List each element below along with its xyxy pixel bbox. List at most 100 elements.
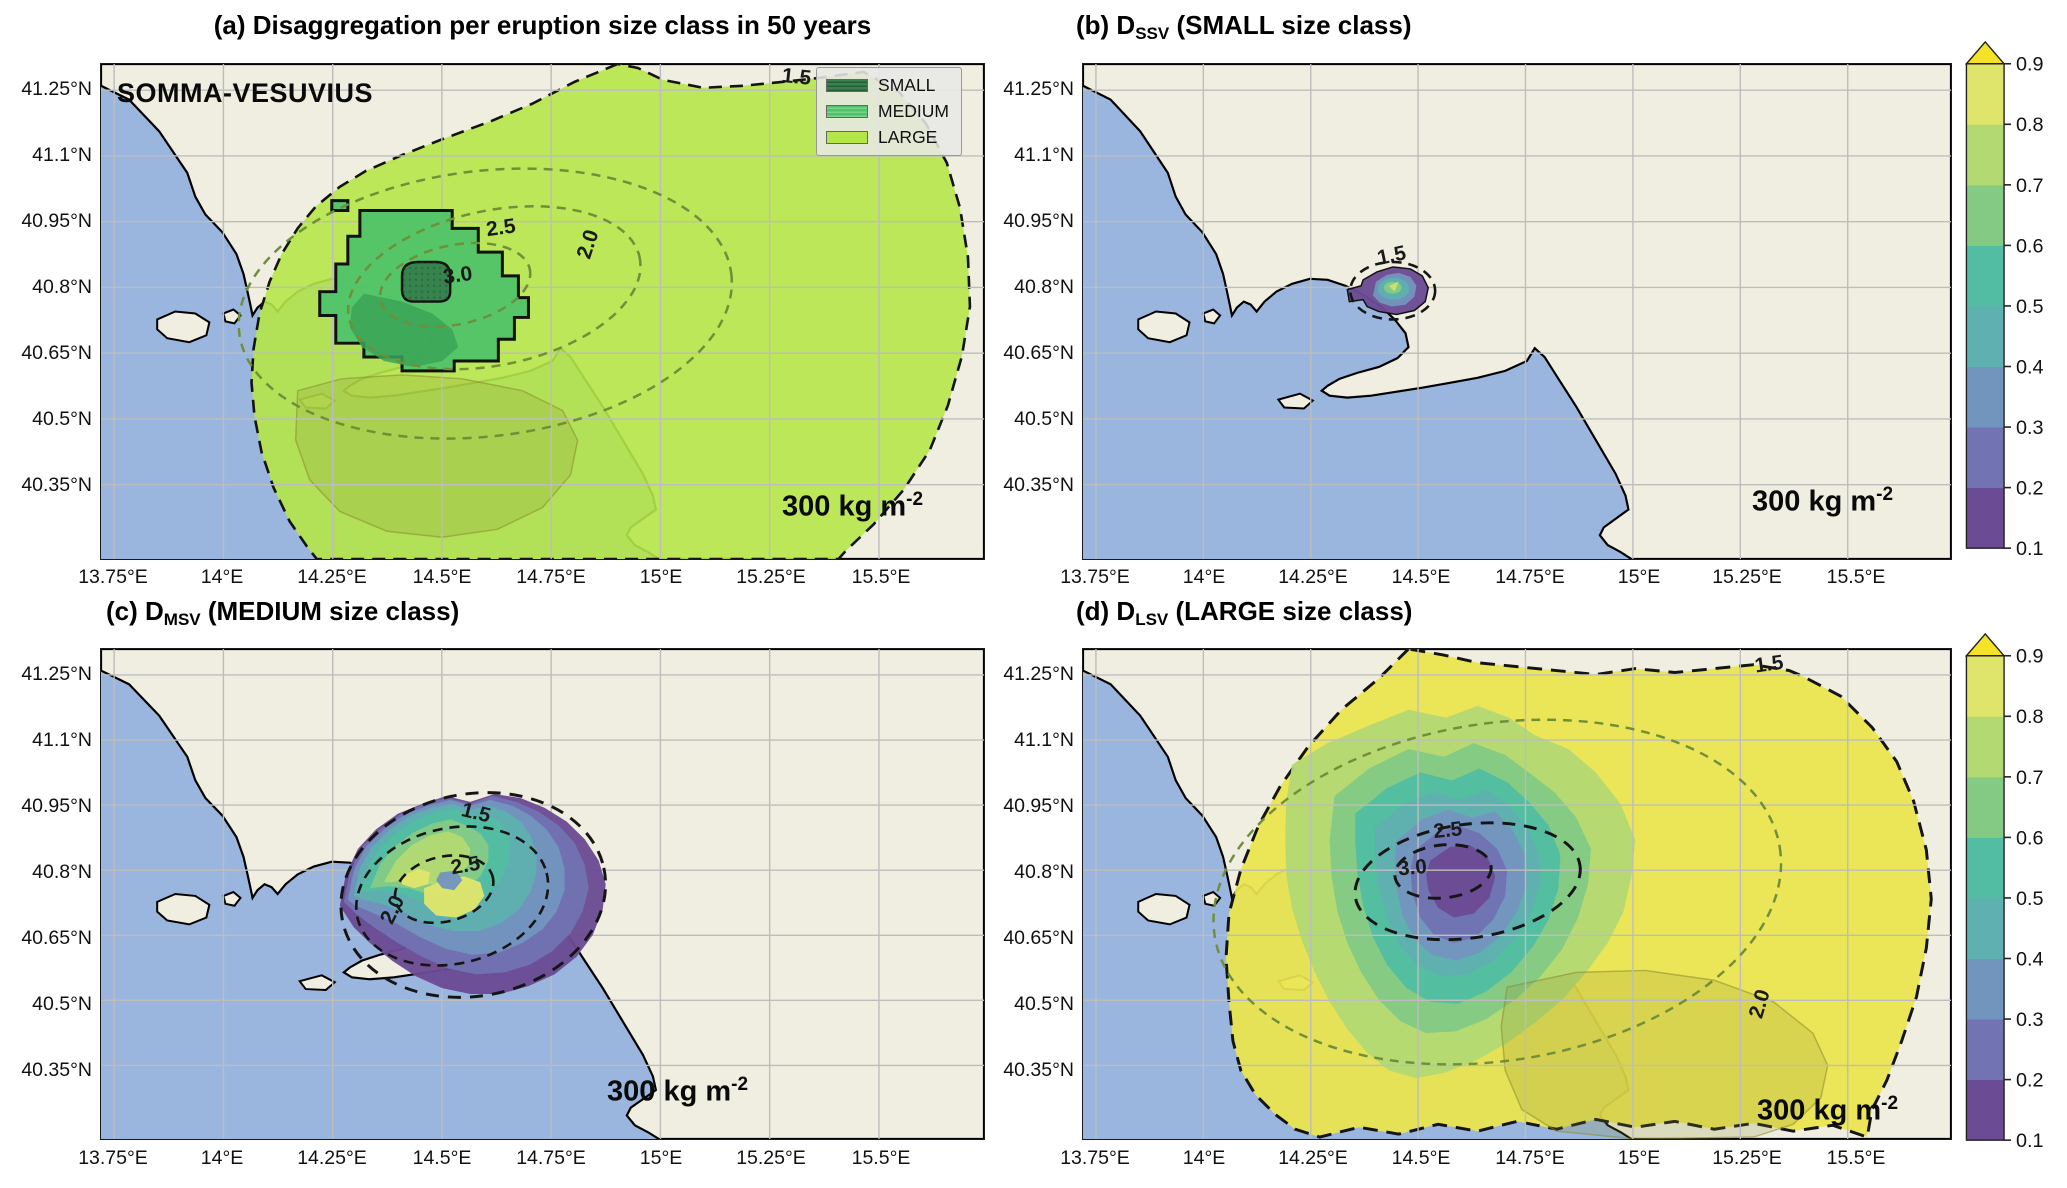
colorbar-extend-arrow — [1964, 632, 2006, 657]
y-tick-label: 40.35°N — [21, 1059, 92, 1081]
panel-b-title-sub: SSV — [1135, 24, 1170, 43]
legend-label-small: SMALL — [878, 75, 936, 95]
x-tick-label: 14.5°E — [412, 566, 472, 588]
x-tick-label: 14.75°E — [1495, 1147, 1565, 1169]
colorbar-band — [1966, 487, 2005, 549]
colorbar-band — [1966, 837, 2005, 899]
panel-b-title-post: (SMALL size class) — [1169, 10, 1412, 40]
x-tick-label: 14.25°E — [297, 566, 367, 588]
contour-3p0-a — [378, 241, 532, 328]
contour-2p0-c — [354, 825, 550, 967]
colorbar-tick-label: 0.8 — [2016, 114, 2044, 136]
y-tick-label: 40.5°N — [32, 993, 92, 1015]
medium-class-dark-subregion — [349, 293, 459, 367]
colorbar-band — [1966, 897, 2005, 959]
x-tick-label: 15°E — [1617, 1147, 1661, 1169]
x-tick-label: 13.75°E — [1060, 1147, 1130, 1169]
colorbar-top: 0.1 0.2 0.3 0.4 0.5 0.6 0.7 0.8 0.9 — [1964, 40, 2044, 560]
colorbar-band — [1966, 958, 2005, 1020]
y-tick-label: 40.65°N — [1003, 927, 1074, 949]
x-tick-label: 15°E — [1617, 566, 1661, 588]
x-tick-label: 15.25°E — [1712, 1147, 1782, 1169]
colorbar-tick-label: 0.4 — [2016, 356, 2044, 378]
x-tick-label: 15.25°E — [736, 566, 806, 588]
y-tick-label: 40.5°N — [1014, 408, 1074, 430]
map-a-svg: 1.5 2.0 2.5 3.0 — [101, 64, 984, 559]
colorbar-tick-label: 0.1 — [2016, 538, 2044, 560]
panel-b-title-text: (b) D — [1076, 10, 1136, 40]
dssv-blob-peak — [1388, 281, 1399, 292]
contour-1p5-c — [339, 791, 608, 999]
map-d-svg: 1.5 2.0 2.5 3.0 — [1083, 649, 1951, 1139]
colorbar-tick-label: 0.8 — [2016, 706, 2044, 728]
panel-d-title: (d) DLSV (LARGE size class) — [1076, 596, 1412, 630]
x-tick-label: 13.75°E — [78, 1147, 148, 1169]
y-tick-label: 40.35°N — [21, 474, 92, 496]
colorbar-band — [1966, 63, 2005, 125]
panel-d-map: 1.5 2.0 2.5 3.0 — [1082, 648, 1952, 1140]
legend-row-large: LARGE — [826, 127, 949, 148]
y-tick-label: 40.65°N — [1003, 342, 1074, 364]
x-tick-label: 14.75°E — [516, 566, 586, 588]
x-tick-label: 14.75°E — [1495, 566, 1565, 588]
medium-class-outlier — [330, 199, 350, 213]
map-c-svg: 1.5 2.5 2.0 — [101, 649, 984, 1139]
legend-swatch-small — [826, 79, 869, 92]
x-tick-label: 15.5°E — [851, 566, 911, 588]
y-tick-label: 40.35°N — [1003, 474, 1074, 496]
colorbar-band — [1966, 776, 2005, 838]
panel-c-title-text: (c) D — [106, 596, 164, 626]
y-tick-label: 40.95°N — [21, 210, 92, 232]
colorbar-extend-arrow — [1964, 40, 2006, 65]
colorbar-tick-label: 0.6 — [2016, 235, 2044, 257]
x-tick-label: 14°E — [1182, 566, 1226, 588]
legend-swatch-medium — [826, 105, 869, 118]
contour-label-3p0-d: 3.0 — [1397, 855, 1428, 880]
legend-row-small: SMALL — [826, 75, 949, 96]
colorbar-band — [1966, 124, 2005, 186]
colorbar-band — [1966, 366, 2005, 428]
colorbar-band — [1966, 1019, 2005, 1081]
contour-label-1p5-d: 1.5 — [1753, 651, 1785, 678]
y-tick-label: 41.1°N — [1014, 729, 1074, 751]
panel-b-map: 1.5 — [1082, 63, 1952, 560]
panel-b-title: (b) DSSV (SMALL size class) — [1076, 10, 1412, 44]
panel-c-title-post: (MEDIUM size class) — [200, 596, 460, 626]
colorbar-tick-label: 0.2 — [2016, 1070, 2044, 1092]
colorbar-band — [1966, 655, 2005, 717]
panel-c-title: (c) DMSV (MEDIUM size class) — [106, 596, 459, 630]
x-tick-label: 15.5°E — [1826, 566, 1886, 588]
panel-d-title-post: (LARGE size class) — [1168, 596, 1413, 626]
x-tick-label: 15°E — [639, 566, 683, 588]
colorbar-tick-label: 0.9 — [2016, 646, 2044, 668]
threshold-label-c: 300 kg m-2 — [607, 1074, 749, 1108]
x-tick-label: 15.25°E — [736, 1147, 806, 1169]
legend: SMALL MEDIUM LARGE — [816, 67, 962, 156]
contour-2p0-a — [237, 167, 734, 440]
small-class-hatch — [402, 262, 451, 302]
panel-c-title-sub: MSV — [163, 610, 201, 629]
x-tick-label: 14.25°E — [297, 1147, 367, 1169]
legend-row-medium: MEDIUM — [826, 101, 949, 122]
y-tick-label: 41.25°N — [1003, 78, 1074, 100]
colorbar-band — [1966, 716, 2005, 778]
y-tick-label: 40.95°N — [21, 795, 92, 817]
overlay-region-a — [294, 374, 579, 538]
threshold-label-d: 300 kg m-2 — [1757, 1093, 1899, 1127]
y-tick-label: 41.1°N — [1014, 144, 1074, 166]
x-tick-label: 15°E — [639, 1147, 683, 1169]
colorbar-tick-label: 0.5 — [2016, 296, 2044, 318]
y-tick-label: 41.25°N — [21, 663, 92, 685]
threshold-label-b: 300 kg m-2 — [1752, 484, 1894, 518]
colorbar-band — [1966, 305, 2005, 367]
panel-d-title-sub: LSV — [1135, 610, 1169, 629]
x-tick-label: 13.75°E — [1060, 566, 1130, 588]
y-tick-label: 40.8°N — [1014, 861, 1074, 883]
y-tick-label: 40.5°N — [32, 408, 92, 430]
threshold-label-a: 300 kg m-2 — [782, 489, 924, 523]
panel-a-title: (a) Disaggregation per eruption size cla… — [100, 10, 985, 44]
panel-a-map: 1.5 2.0 2.5 3.0 SOMMA-VESUVIUS SMALL MED… — [100, 63, 985, 560]
colorbar-band — [1966, 184, 2005, 246]
y-tick-label: 40.95°N — [1003, 210, 1074, 232]
y-tick-label: 40.35°N — [1003, 1059, 1074, 1081]
